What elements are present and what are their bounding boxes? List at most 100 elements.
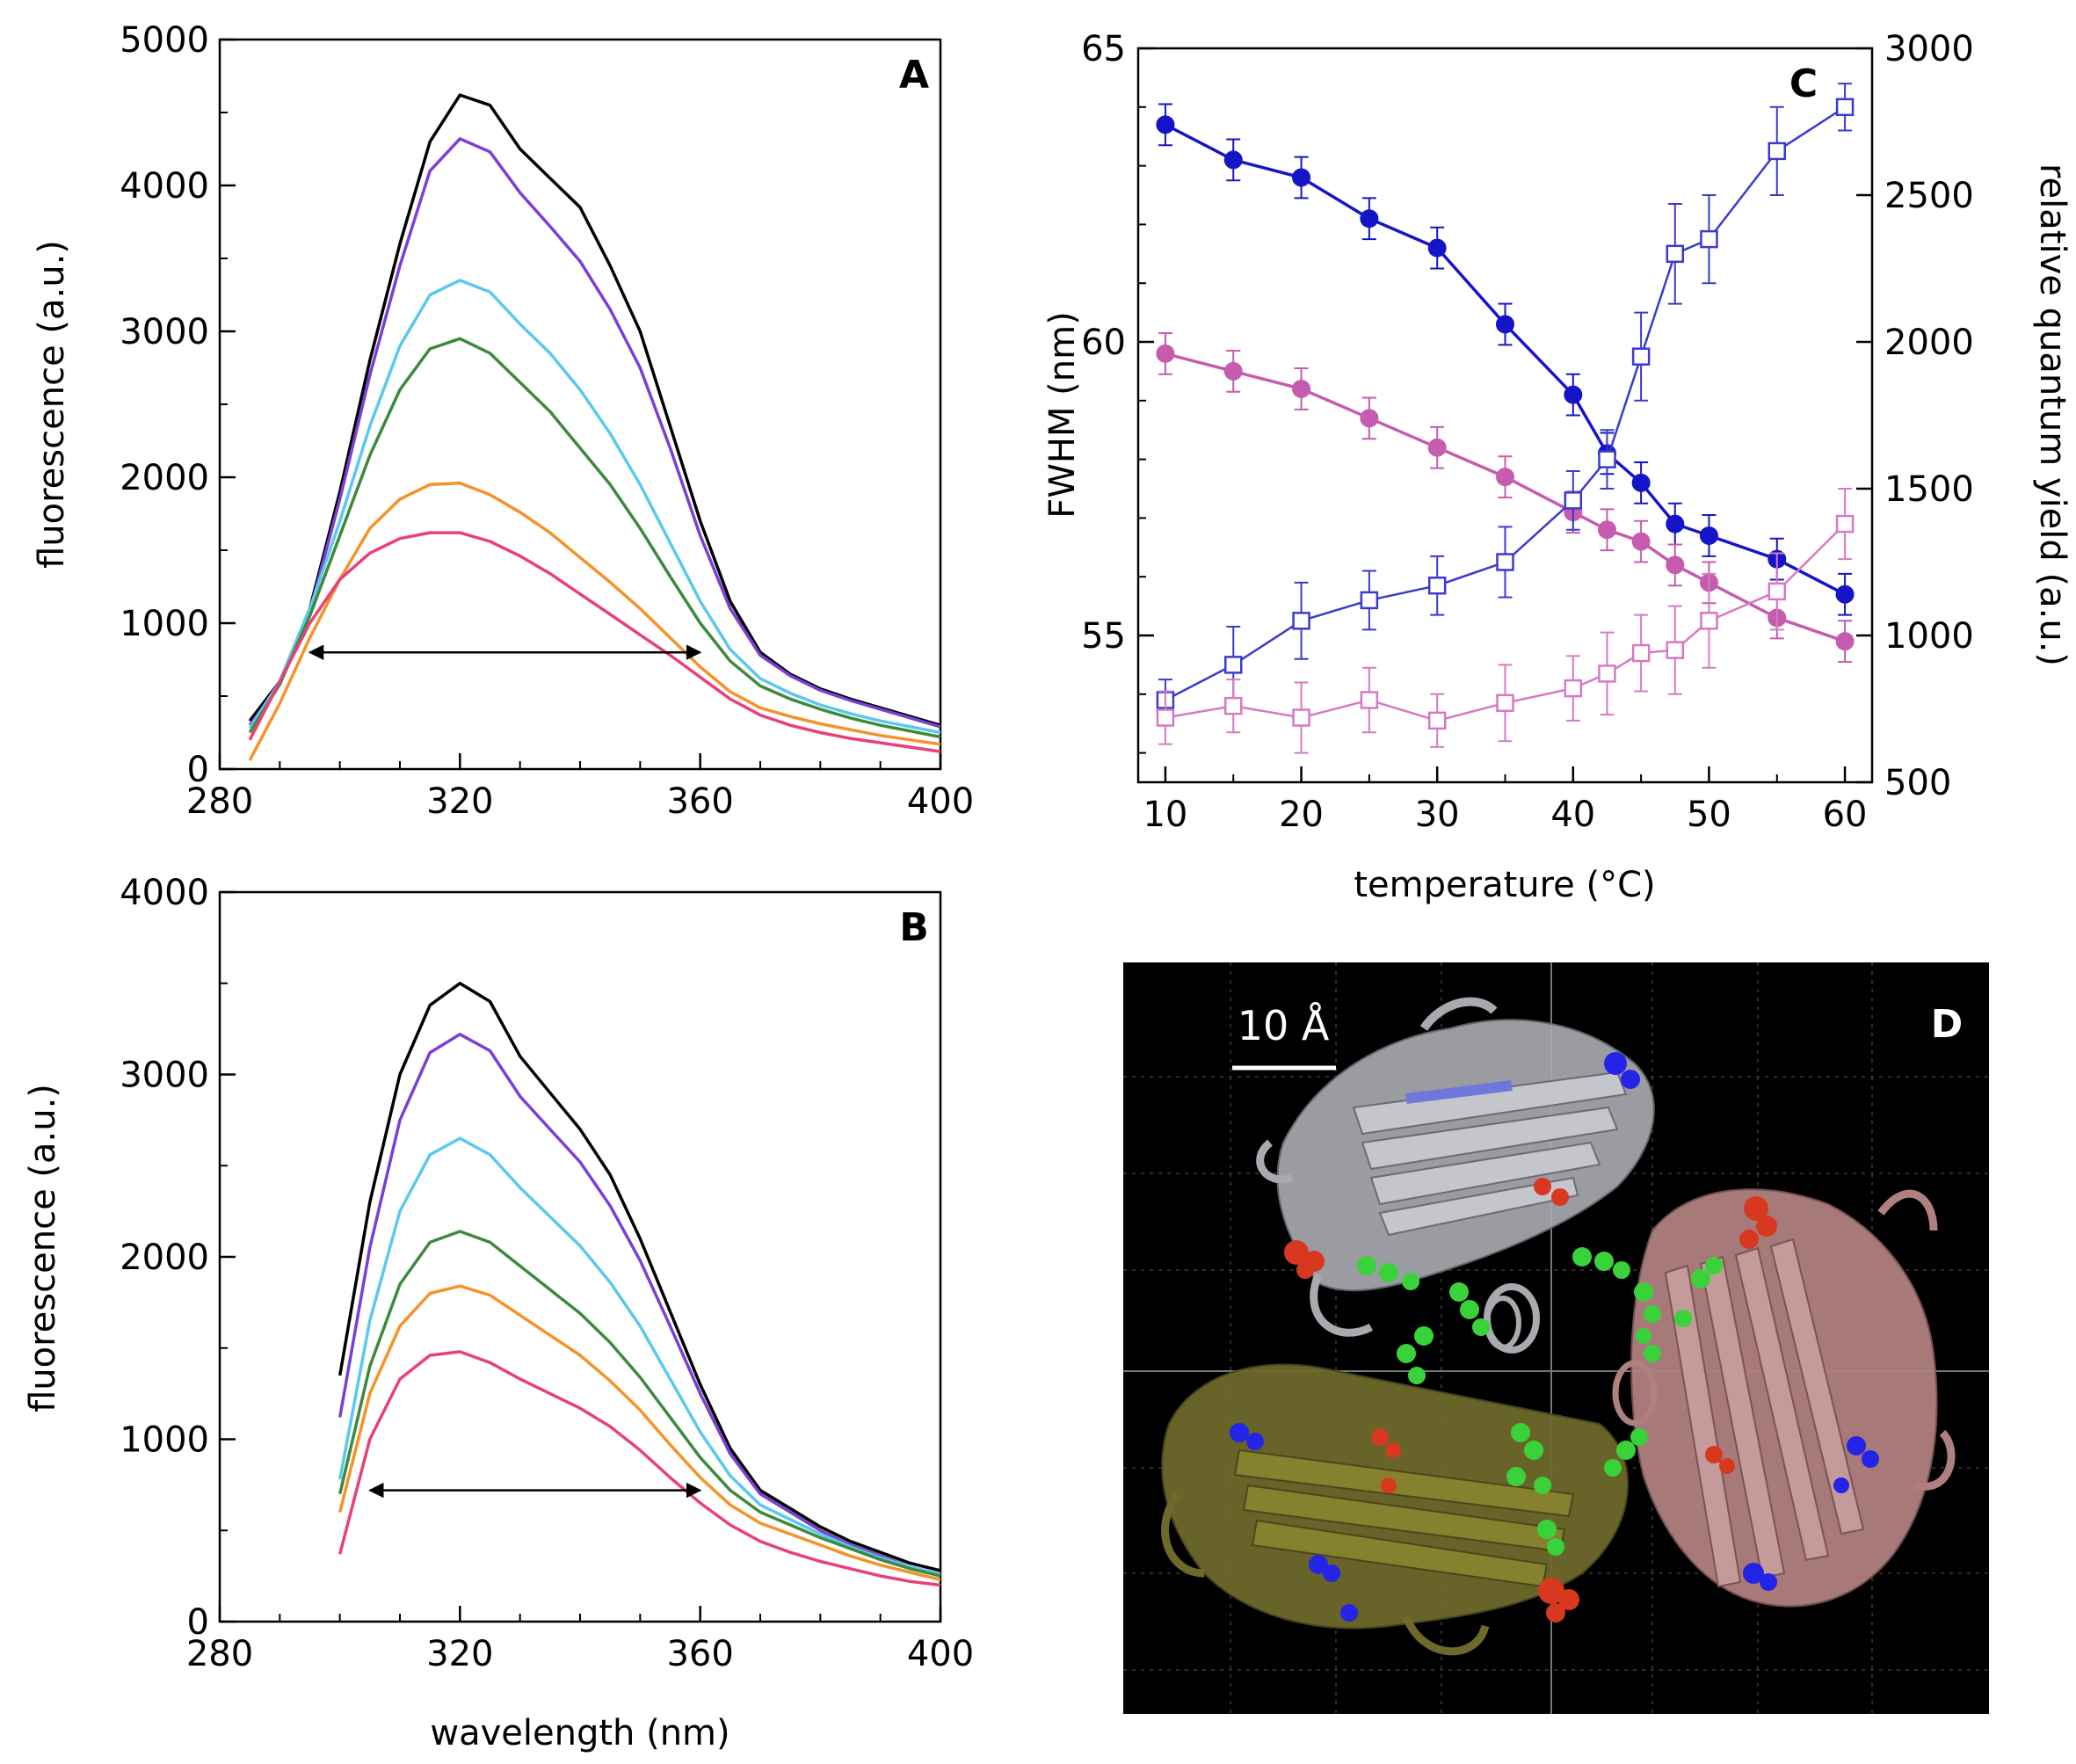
panel-c-point	[1360, 409, 1379, 428]
panel-c-y2-tick-label: 2000	[1884, 323, 1974, 363]
panel-c-point	[1496, 693, 1514, 713]
panel-c-temperature-chart: 10 20 30 40 50 60 55 60 65 500 1000 1500 2000 2500 300…	[1042, 29, 2072, 905]
panel-c-point	[1156, 708, 1175, 727]
panel-a-series-line-3	[248, 279, 941, 735]
panel-c-point	[1223, 656, 1243, 674]
panel-b-series-line-4	[338, 1230, 941, 1578]
panel-c-x-tick-label: 10	[1143, 795, 1187, 835]
panel-b-series-line-6	[338, 1350, 941, 1587]
panel-d-structure-image: 10 Å D	[1123, 962, 1989, 1714]
panel-c-point	[1700, 612, 1718, 630]
panel-c-point	[1631, 473, 1651, 492]
panel-c-point	[1496, 315, 1514, 334]
panel-c-point	[1427, 238, 1447, 258]
panel-a-series-line-6	[248, 531, 941, 753]
panel-a-y-tick-label: 3000	[120, 312, 209, 352]
panel-c-point	[1631, 347, 1651, 366]
panel-c-point	[1564, 679, 1583, 698]
panel-b-y-tick-label: 4000	[120, 873, 209, 913]
panel-a-series-line-4	[248, 337, 941, 739]
panel-c-point	[1666, 244, 1685, 264]
panel-d-label: D	[1931, 1002, 1963, 1047]
panel-c-x-axis-label: temperature (°C)	[1354, 865, 1655, 905]
panel-c-point	[1835, 514, 1855, 534]
panel-c-x-tick-label: 60	[1823, 795, 1868, 835]
panel-b-x-axis-label: wavelength (nm)	[430, 1713, 730, 1753]
panel-c-point	[1631, 532, 1651, 551]
blue-residues	[1230, 1052, 1879, 1622]
panel-b-y-tick-label: 0	[187, 1602, 209, 1643]
panel-c-x-tick-label: 30	[1415, 795, 1460, 835]
panel-c-point	[1292, 612, 1310, 630]
panel-b-series-line-5	[338, 1284, 941, 1582]
panel-c-point	[1598, 664, 1616, 683]
panel-b-y-tick-label: 3000	[120, 1056, 209, 1096]
panel-a-y-tick-label: 1000	[120, 604, 209, 644]
panel-a-y-tick-label: 0	[187, 750, 209, 790]
scale-bar-label: 10 Å	[1238, 1002, 1330, 1049]
panel-c-point	[1666, 641, 1685, 659]
panel-c-point	[1835, 98, 1855, 117]
panel-a-plot-frame	[218, 38, 942, 771]
panel-a-x-tick-label: 360	[666, 781, 733, 822]
panel-a-label: A	[899, 53, 929, 98]
panel-c-label: C	[1789, 62, 1818, 106]
panel-c-y2-tick-label: 1000	[1884, 616, 1974, 657]
panel-c-point	[1835, 632, 1855, 651]
panel-c-x-tick-label: 20	[1279, 795, 1324, 835]
panel-a-y-tick-label: 5000	[120, 20, 209, 61]
panel-b-y-tick-label: 1000	[120, 1420, 209, 1461]
panel-c-point	[1768, 142, 1787, 161]
panel-b-series-line-3	[338, 1136, 941, 1576]
panel-c-series-2	[1156, 331, 1855, 664]
panel-b-series-line-2	[338, 1033, 941, 1576]
panel-c-series-4	[1156, 488, 1855, 754]
panel-a-series-line-2	[248, 137, 941, 729]
panel-a-series-line-5	[248, 481, 941, 761]
panel-c-point	[1360, 209, 1379, 229]
panel-c-point	[1564, 491, 1583, 510]
panel-b-y-tick-label: 2000	[120, 1238, 209, 1278]
panel-b-series	[338, 982, 941, 1587]
panel-a-y-tick-label: 2000	[120, 458, 209, 498]
panel-c-point	[1427, 438, 1447, 457]
panel-c-point	[1156, 115, 1175, 134]
panel-c-y2-tick-label: 3000	[1884, 29, 1974, 69]
panel-c-point	[1496, 553, 1514, 571]
panel-c-point	[1223, 150, 1243, 170]
panel-c-point	[1768, 582, 1787, 601]
grey-subunit	[1256, 997, 1655, 1354]
panel-c-point	[1427, 576, 1447, 595]
panel-c-point	[1292, 708, 1310, 727]
panel-c-series-line	[1165, 105, 1846, 701]
panel-c-y2-tick-label: 2500	[1884, 176, 1974, 216]
red-residues	[1284, 1178, 1777, 1622]
panel-c-y-tick-label: 65	[1081, 29, 1126, 69]
panel-a-y-axis-label: fluorescence (a.u.)	[32, 240, 72, 569]
panel-c-point	[1564, 385, 1583, 404]
panel-b-x-tick-label: 280	[186, 1634, 253, 1674]
panel-c-point	[1427, 711, 1447, 730]
panel-c-point	[1223, 361, 1243, 381]
panel-c-point	[1598, 450, 1616, 468]
panel-b-series-line-1	[338, 982, 941, 1572]
pink-subunit	[1612, 1188, 1956, 1608]
panel-c-point	[1156, 344, 1175, 363]
panel-c-y-axis-label: FWHM (nm)	[1042, 311, 1083, 518]
panel-a-series	[248, 93, 941, 761]
panel-c-y2-tick-label: 1500	[1884, 469, 1974, 510]
panel-c-point	[1223, 696, 1243, 715]
panel-c-series-3	[1156, 83, 1855, 722]
panel-c-point	[1360, 591, 1379, 610]
grey-subunit-blue-helix	[1405, 1080, 1513, 1104]
panel-c-point	[1292, 379, 1311, 398]
panel-a-y-tick-label: 4000	[120, 166, 209, 207]
panel-c-y2-axis-label: relative quantum yield (a.u.)	[2032, 163, 2072, 666]
panel-c-point	[1666, 555, 1685, 575]
panel-c-ticks: 10 20 30 40 50 60 55 60 65 500 1000 1500 2000 2500 300…	[1081, 29, 1974, 835]
panel-c-point	[1666, 514, 1685, 534]
